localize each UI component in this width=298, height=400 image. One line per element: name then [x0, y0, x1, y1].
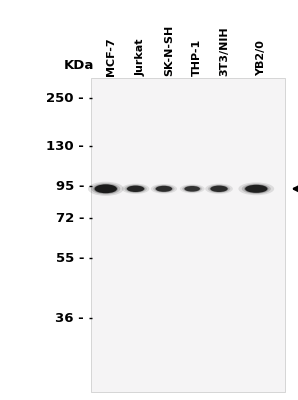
- Text: 3T3/NIH: 3T3/NIH: [219, 26, 229, 76]
- Ellipse shape: [127, 186, 144, 192]
- Text: 250 -: 250 -: [46, 92, 84, 104]
- Ellipse shape: [122, 184, 149, 194]
- Ellipse shape: [124, 185, 147, 193]
- Text: 36 -: 36 -: [55, 312, 84, 324]
- Text: 55 -: 55 -: [55, 252, 84, 264]
- Text: 72 -: 72 -: [55, 212, 84, 224]
- Ellipse shape: [156, 186, 172, 192]
- Ellipse shape: [209, 185, 229, 192]
- Ellipse shape: [210, 186, 228, 192]
- Ellipse shape: [153, 185, 175, 193]
- Ellipse shape: [155, 186, 173, 192]
- Ellipse shape: [184, 186, 200, 192]
- Text: Jurkat: Jurkat: [136, 38, 146, 76]
- Ellipse shape: [94, 184, 117, 193]
- Ellipse shape: [238, 182, 274, 195]
- Bar: [91, 78, 285, 392]
- Ellipse shape: [245, 185, 268, 193]
- Text: SK-N-SH: SK-N-SH: [164, 25, 174, 76]
- Ellipse shape: [180, 184, 205, 193]
- Text: KDa: KDa: [64, 59, 94, 72]
- Ellipse shape: [88, 182, 124, 196]
- Ellipse shape: [182, 185, 202, 192]
- Ellipse shape: [208, 185, 230, 193]
- Ellipse shape: [91, 183, 120, 194]
- Ellipse shape: [184, 186, 201, 192]
- Ellipse shape: [244, 184, 268, 193]
- Ellipse shape: [151, 184, 177, 194]
- Text: YB2/0: YB2/0: [256, 40, 266, 76]
- Text: 95 -: 95 -: [55, 180, 84, 192]
- Text: 130 -: 130 -: [46, 140, 84, 152]
- Text: THP-1: THP-1: [192, 39, 202, 76]
- Ellipse shape: [205, 184, 233, 194]
- Text: MCF-7: MCF-7: [106, 37, 116, 76]
- Ellipse shape: [94, 184, 118, 194]
- Ellipse shape: [242, 184, 271, 194]
- Ellipse shape: [126, 185, 145, 192]
